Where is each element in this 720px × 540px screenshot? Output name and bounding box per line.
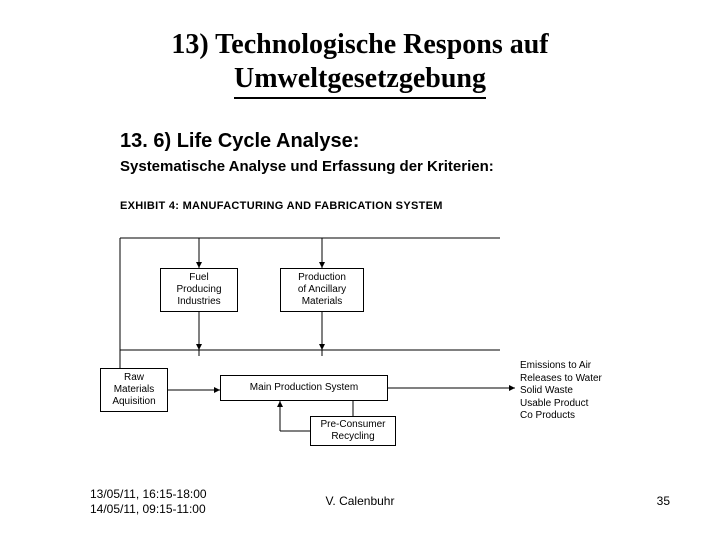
section-heading: 13. 6) Life Cycle Analyse: <box>120 130 359 153</box>
flowchart-diagram: FuelProducingIndustries Productionof Anci… <box>100 220 660 460</box>
flowchart-node-fuel: FuelProducingIndustries <box>160 268 238 312</box>
section-subtext: Systematische Analyse und Erfassung der … <box>120 158 494 175</box>
flowchart-node-recyc: Pre-ConsumerRecycling <box>310 416 396 446</box>
exhibit-label: EXHIBIT 4: MANUFACTURING AND FABRICATION… <box>120 200 443 212</box>
flowchart-output-emis: Emissions to AirReleases to WaterSolid W… <box>520 360 602 423</box>
flowchart-node-ancil: Productionof AncillaryMaterials <box>280 268 364 312</box>
slide-root: 13) Technologische Respons auf Umweltges… <box>0 0 720 540</box>
flowchart-node-raw: RawMaterialsAquisition <box>100 368 168 412</box>
title-line-2: Umweltgesetzgebung <box>234 62 486 100</box>
footer-page-number: 35 <box>657 494 670 508</box>
footer-author: V. Calenbuhr <box>0 494 720 508</box>
slide-title: 13) Technologische Respons auf Umweltges… <box>0 28 720 99</box>
title-line-1: 13) Technologische Respons auf <box>0 28 720 62</box>
flowchart-node-main: Main Production System <box>220 375 388 401</box>
